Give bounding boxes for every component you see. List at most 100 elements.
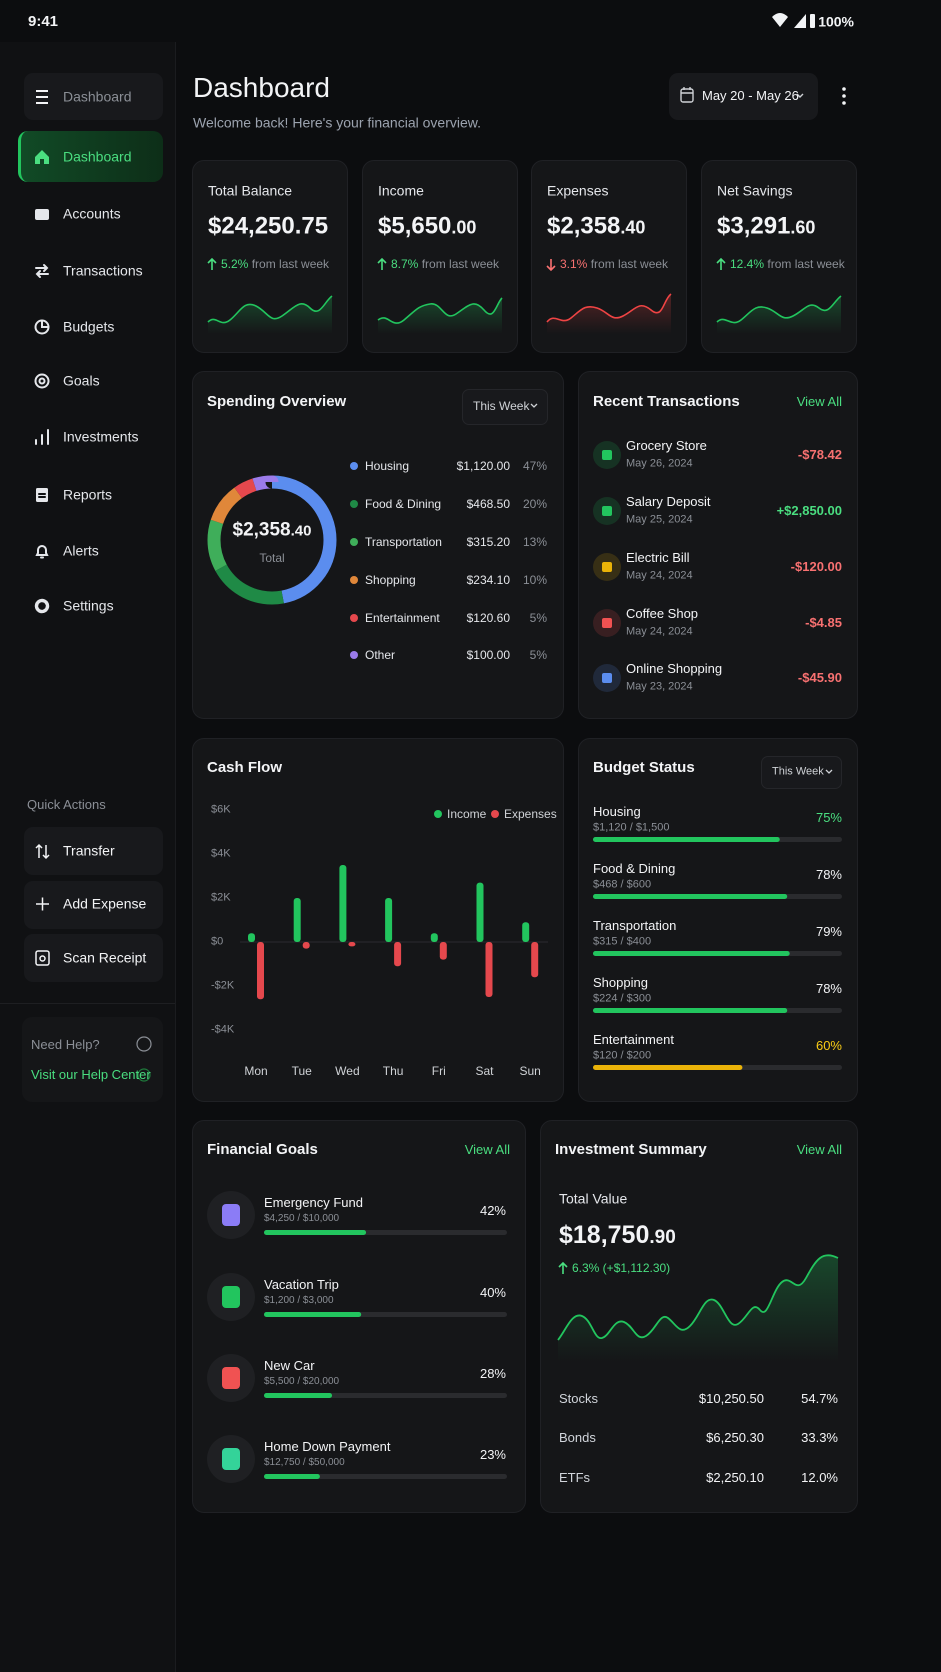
investment-amount: $10,250.50 — [698, 1391, 764, 1407]
period-label[interactable]: This Week — [473, 398, 530, 413]
transactions-card — [578, 371, 858, 719]
donut-total: $2,358.40 — [233, 520, 312, 543]
investment-line — [557, 1254, 839, 1341]
sparkline — [207, 295, 333, 334]
chevron — [796, 93, 804, 98]
card-title: Cash Flow — [207, 759, 283, 776]
quick-action-button[interactable] — [24, 934, 163, 982]
help-box — [22, 1017, 163, 1102]
stat-value: $24,250.75 — [208, 213, 328, 242]
nav-item[interactable]: Alerts — [63, 542, 99, 559]
investment-name: Bonds — [559, 1430, 596, 1446]
y-tick-label: $2K — [211, 891, 231, 904]
help-link[interactable]: Visit our Help Center — [31, 1067, 151, 1083]
investment-total-label: Total Value — [559, 1190, 628, 1207]
legend-dot — [350, 500, 358, 508]
transaction-date: May 24, 2024 — [626, 569, 693, 582]
investment-total-cents: .90 — [649, 1227, 676, 1248]
nav-item[interactable]: Goals — [63, 372, 100, 389]
status-time: 9:41 — [28, 13, 59, 30]
cash-flow-card — [192, 738, 564, 1102]
calendar-icon-top — [681, 87, 693, 94]
sparkline — [716, 295, 842, 334]
budget-amount: $468 / $600 — [593, 878, 652, 891]
view-all-link[interactable]: View All — [796, 1142, 842, 1158]
card-title: Investment Summary — [555, 1141, 707, 1158]
kebab-dot — [842, 94, 846, 98]
transaction-icon — [602, 450, 612, 460]
nav-item[interactable]: Reports — [63, 486, 113, 503]
goal-icon — [222, 1204, 240, 1226]
spending-card — [192, 371, 564, 719]
menu-icon — [36, 90, 48, 104]
transaction-name: Salary Deposit — [626, 494, 711, 510]
y-tick-label: -$2K — [211, 979, 235, 992]
donut-segment — [207, 475, 337, 605]
kebab-dot — [842, 101, 846, 105]
progress-bar — [593, 1065, 743, 1070]
period-label[interactable]: This Week — [772, 765, 824, 778]
legend-dot — [350, 462, 358, 470]
investment-pct: 12.0% — [801, 1470, 838, 1486]
x-tick-label: Sat — [475, 1063, 494, 1078]
date-range-button[interactable] — [669, 73, 818, 120]
budget-name: Shopping — [593, 975, 648, 991]
icon-part — [35, 150, 49, 164]
icon-part — [38, 493, 46, 498]
quick-action-label[interactable]: Add Expense — [63, 895, 147, 912]
stat-value-cents: .00 — [451, 217, 477, 238]
budget-amount: $1,120 / $1,500 — [593, 821, 670, 834]
cash-flow-bar — [385, 898, 393, 942]
chevron — [530, 403, 538, 408]
goal-name: Vacation Trip — [264, 1277, 339, 1293]
donut-total-label: Total — [259, 550, 285, 565]
sparkline-line — [716, 295, 842, 324]
sparkline-line — [546, 293, 672, 323]
budget-amount: $224 / $300 — [593, 992, 652, 1005]
icon-part — [38, 377, 46, 385]
nav-item[interactable]: Transactions — [63, 262, 143, 279]
nav-icon — [36, 488, 48, 502]
legend-dot — [350, 651, 358, 659]
nav-item[interactable]: Dashboard — [63, 148, 132, 165]
legend-amount: $1,120.00 — [456, 458, 510, 473]
legend-amount: $100.00 — [466, 647, 510, 662]
y-tick-label: $4K — [211, 847, 231, 860]
transaction-date: May 26, 2024 — [626, 457, 693, 470]
goal-name: New Car — [264, 1358, 315, 1374]
budget-pct: 60% — [815, 1038, 842, 1054]
quick-action-button[interactable] — [24, 881, 163, 929]
view-all-link[interactable]: View All — [464, 1142, 510, 1158]
quick-action-label[interactable]: Transfer — [63, 842, 115, 859]
sparkline — [377, 297, 503, 334]
transaction-icon — [602, 673, 612, 683]
nav-item[interactable]: Settings — [63, 597, 114, 614]
legend-name: Food & Dining — [365, 496, 442, 511]
transaction-name: Electric Bill — [626, 550, 690, 566]
help-title: Need Help? — [31, 1037, 100, 1053]
quick-actions-title: Quick Actions — [27, 797, 106, 813]
view-all-link[interactable]: View All — [796, 394, 842, 410]
cash-flow-bar — [248, 933, 255, 942]
nav-item[interactable]: Budgets — [63, 318, 115, 335]
sparkline-area — [378, 298, 502, 334]
legend-dot — [434, 810, 442, 818]
stat-change-note: from last week — [590, 256, 669, 271]
goal-pct: 40% — [479, 1285, 506, 1301]
wifi-icon — [772, 13, 788, 27]
scan-icon — [35, 950, 50, 966]
stat-change-value: 8.7% — [391, 256, 419, 271]
trend-arrow — [207, 257, 217, 270]
quick-action-label[interactable]: Scan Receipt — [63, 949, 147, 966]
date-range[interactable]: May 20 - May 26 — [702, 88, 799, 104]
sparkline-line — [377, 297, 503, 324]
transaction-date: May 23, 2024 — [626, 680, 693, 693]
quick-action-button[interactable] — [24, 827, 163, 875]
stat-change: 3.1% from last week — [560, 257, 668, 271]
icon-part — [34, 373, 50, 389]
nav-item[interactable]: Investments — [63, 428, 139, 445]
budget-pct: 79% — [815, 924, 842, 940]
legend-pct: 13% — [522, 534, 547, 549]
goal-amount: $1,200 / $3,000 — [264, 1295, 334, 1306]
nav-item[interactable]: Accounts — [63, 205, 121, 222]
